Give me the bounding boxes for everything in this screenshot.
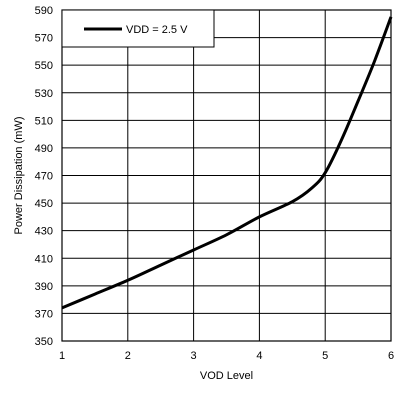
x-tick-label-0: 1 [59, 350, 65, 362]
legend-label: VDD = 2.5 V [126, 24, 188, 36]
series-line-0 [61, 16, 393, 310]
x-tick-label-1: 2 [125, 350, 131, 362]
y-tick-label-0: 350 [35, 336, 53, 348]
y-tick-label-1: 370 [35, 308, 53, 320]
x-tick-labels: 1 2 3 4 5 6 [59, 350, 394, 362]
plot-frame [61, 9, 392, 342]
y-axis-title: Power Dissipation (mW) [13, 117, 25, 235]
y-tick-label-5: 450 [35, 198, 53, 210]
y-tick-label-7: 490 [35, 143, 53, 155]
series-layer [61, 16, 393, 310]
y-tick-label-2: 390 [35, 281, 53, 293]
y-tick-label-6: 470 [35, 171, 53, 183]
y-tick-label-4: 430 [35, 226, 53, 238]
grid-lines [62, 10, 391, 341]
y-tick-label-11: 570 [35, 33, 53, 45]
y-tick-label-9: 530 [35, 88, 53, 100]
x-tick-label-3: 4 [256, 350, 262, 362]
y-tick-label-12: 590 [35, 5, 53, 17]
x-tick-label-4: 5 [322, 350, 328, 362]
x-tick-label-5: 6 [388, 350, 394, 362]
y-tick-labels: 350 370 390 410 430 450 470 490 510 530 550 570 590 [35, 5, 53, 348]
x-axis-title: VOD Level [200, 370, 253, 382]
x-tick-label-2: 3 [191, 350, 197, 362]
y-tick-label-10: 550 [35, 60, 53, 72]
y-tick-label-3: 410 [35, 253, 53, 265]
y-tick-label-8: 510 [35, 115, 53, 127]
legend: VDD = 2.5 V [61, 9, 215, 48]
